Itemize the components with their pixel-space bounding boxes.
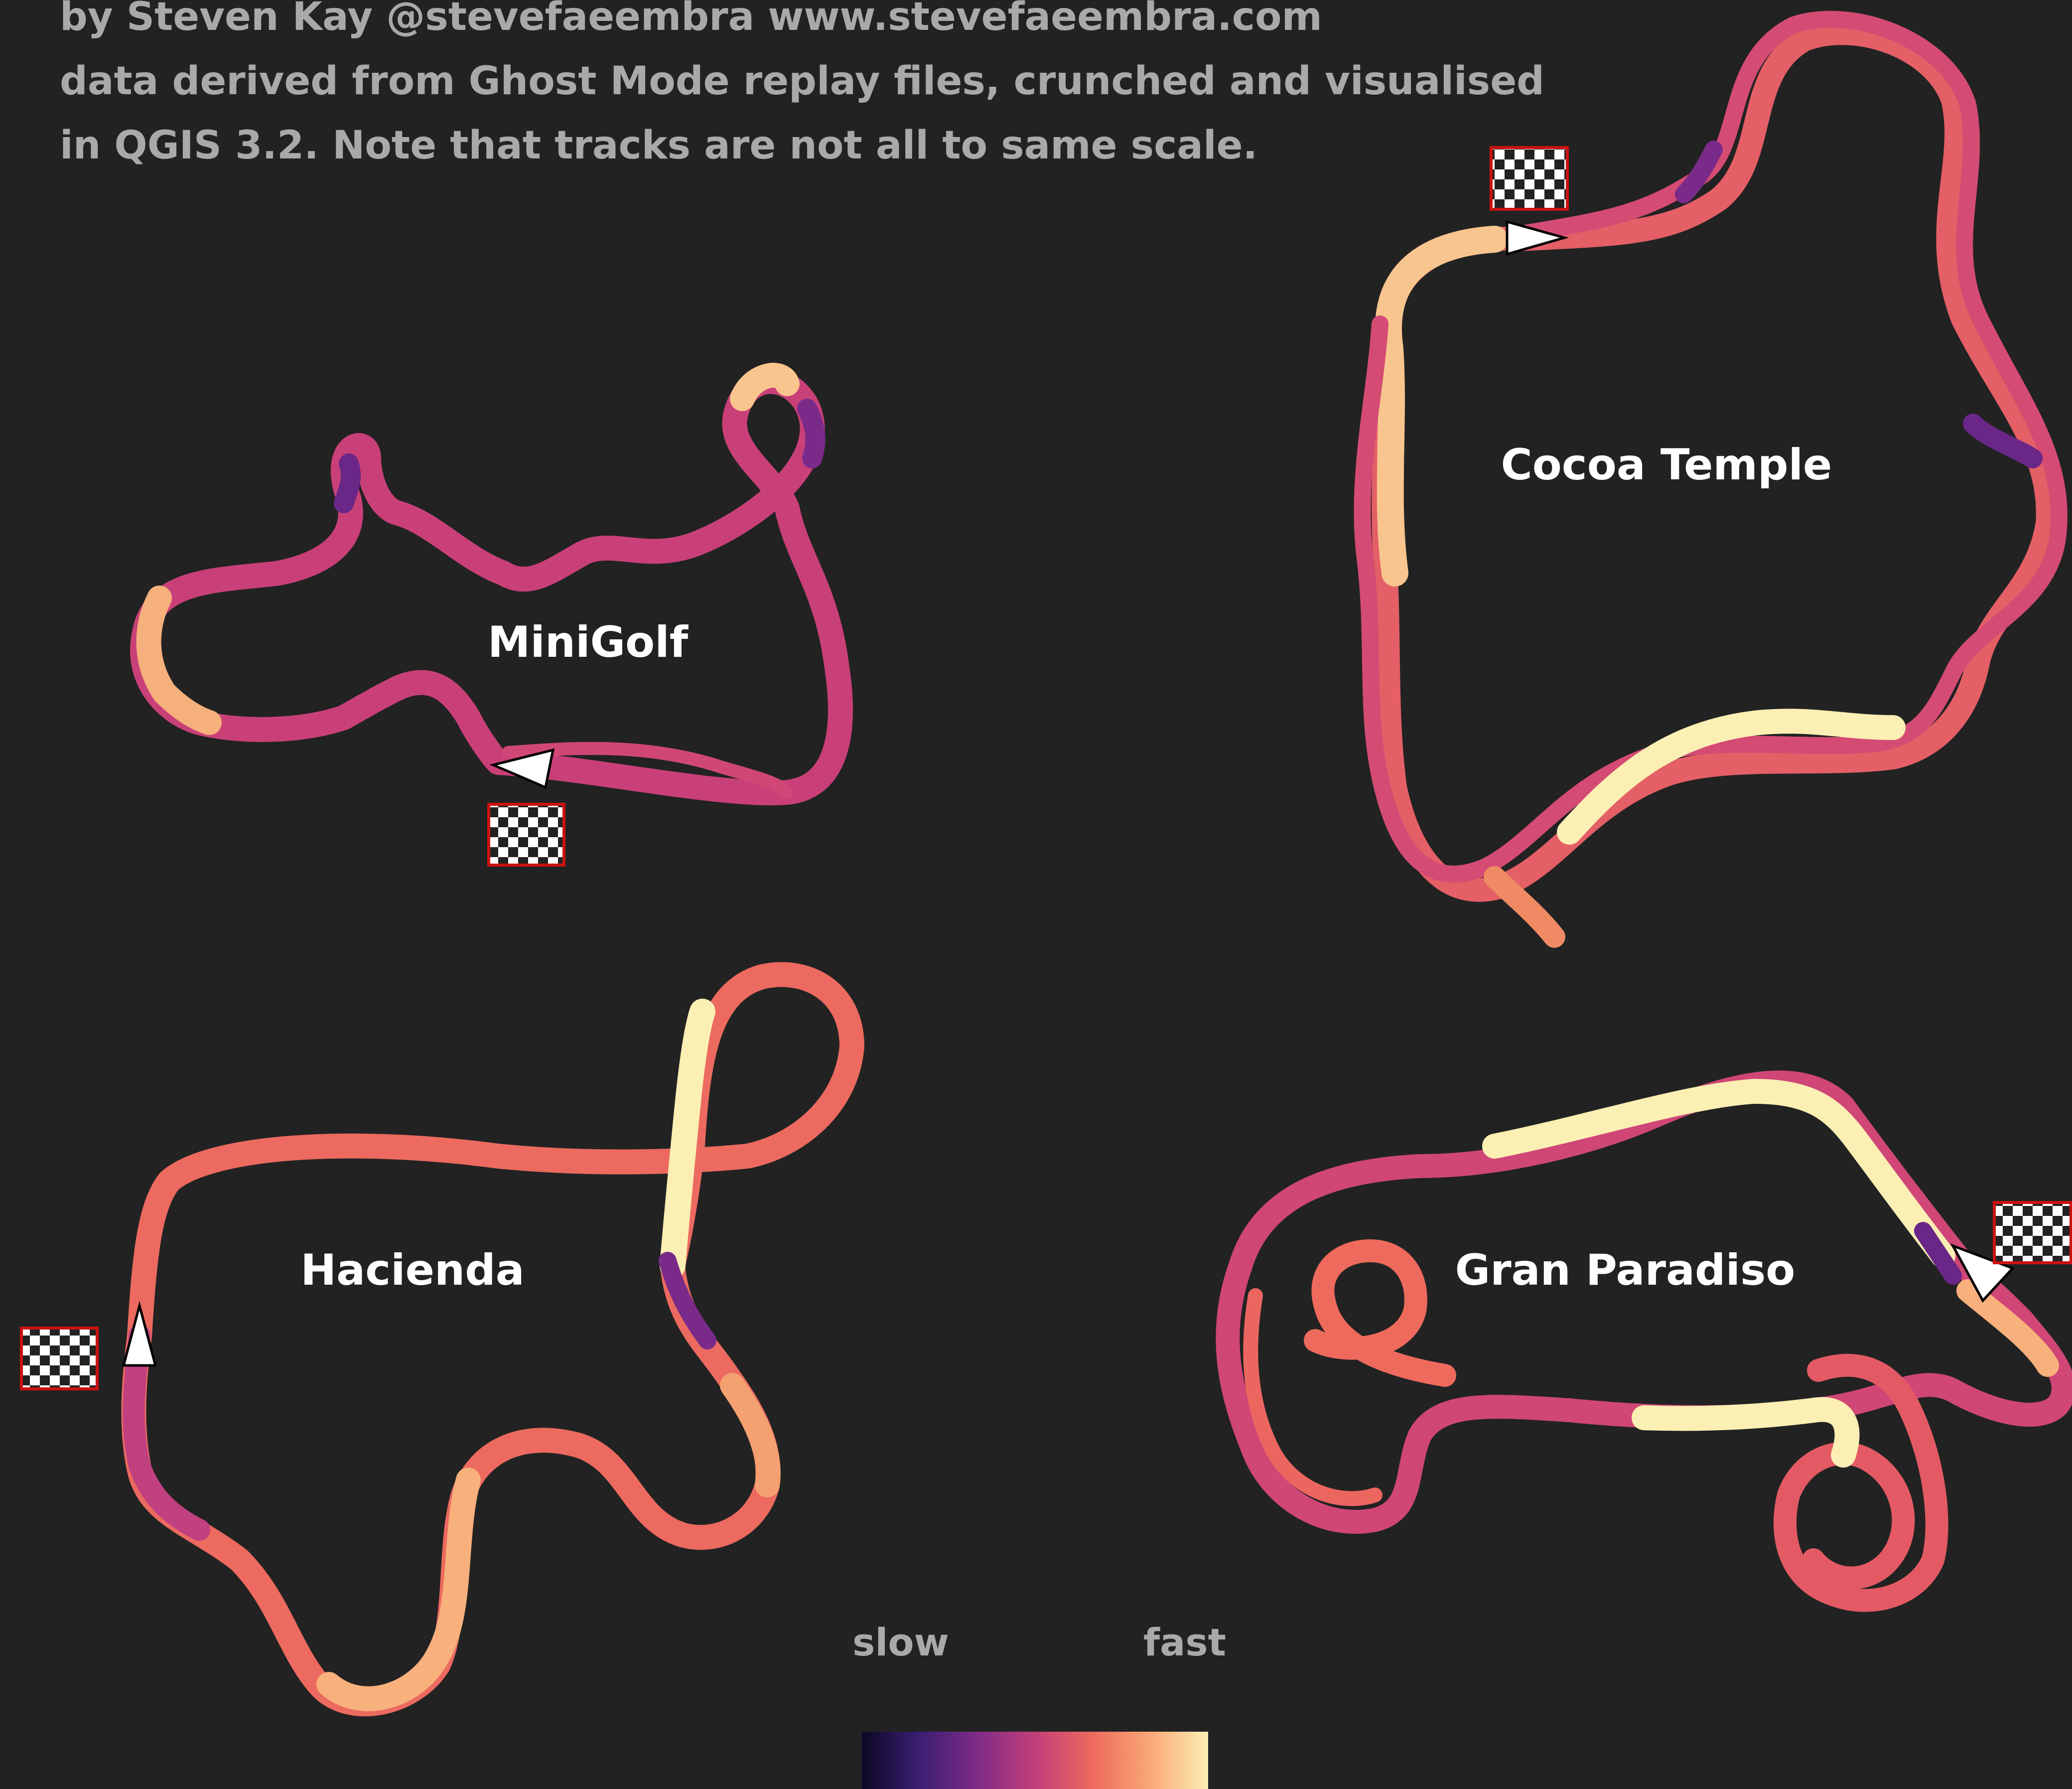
track-cocoa-temple <box>1354 10 2068 948</box>
minigolf-fast-section <box>136 586 222 735</box>
minigolf-label: MiniGolf <box>488 617 689 667</box>
legend-fast-label: fast <box>1143 1620 1226 1664</box>
hacienda-slow-section <box>123 1325 210 1541</box>
minigolf-route <box>130 369 853 806</box>
gran-paradiso-fastest-section-2 <box>1632 1397 1860 1468</box>
cocoa-temple-finish-flag <box>1490 146 1569 211</box>
minigolf-start-arrow <box>489 748 555 789</box>
hacienda-fast-section <box>316 1468 481 1711</box>
gran-paradiso-loop <box>1304 1239 1456 1387</box>
hacienda-fastest-section <box>660 999 715 1279</box>
cocoa-temple-label: Cocoa Temple <box>1501 440 1832 490</box>
gran-paradiso-spiral <box>1773 1353 1948 1612</box>
gran-paradiso-fast-section <box>1956 1279 2059 1377</box>
credit-line-3: in QGIS 3.2. Note that tracks are not al… <box>60 123 1258 168</box>
speed-legend: slow fast <box>852 1620 1226 1789</box>
cocoa-temple-second-lap <box>1354 10 2068 883</box>
gran-paradiso-finish-flag <box>1993 1201 2072 1264</box>
track-minigolf <box>130 363 853 806</box>
minigolf-slow-section <box>334 453 361 513</box>
legend-slow-label: slow <box>852 1620 949 1664</box>
gran-paradiso-label: Gran Paradiso <box>1455 1245 1796 1295</box>
cocoa-temple-fast-section <box>1375 226 1508 587</box>
hacienda-route <box>121 962 864 1717</box>
minigolf-slow-section-2 <box>797 399 826 468</box>
minigolf-finish-flag <box>487 803 565 867</box>
track-hacienda <box>121 962 864 1717</box>
hacienda-fast-section-2 <box>720 1373 781 1497</box>
gran-paradiso-slow-section <box>1914 1222 1962 1285</box>
minigolf-fast-section-2 <box>730 363 800 411</box>
cocoa-temple-slow-section <box>1963 414 2043 468</box>
legend-color-ramp <box>862 1732 1208 1789</box>
cocoa-temple-slow-section-2 <box>1675 141 1723 203</box>
minigolf-second-lap <box>502 742 794 799</box>
gran-paradiso-start-arrow <box>1950 1243 2015 1303</box>
track-gran-paradiso <box>1216 1070 2072 1612</box>
gran-paradiso-second-lap <box>1243 1288 1382 1506</box>
hacienda-start-arrow <box>122 1301 157 1367</box>
gran-paradiso-fastest-section <box>1482 1079 1955 1268</box>
hacienda-finish-flag <box>20 1327 99 1390</box>
hacienda-label: Hacienda <box>300 1245 525 1295</box>
cocoa-temple-fastest-section <box>1557 709 1906 845</box>
credit-line-1: by Steven Kay @stevefaeembra www.stevefa… <box>60 0 1322 39</box>
cocoa-temple-start-arrow <box>1506 220 1569 256</box>
hacienda-slow-section-2 <box>659 1252 716 1349</box>
cocoa-temple-exit <box>1484 866 1565 948</box>
credits-text: by Steven Kay @stevefaeembra www.stevefa… <box>60 0 1544 178</box>
credit-line-2: data derived from Ghost Mode replay file… <box>60 59 1544 104</box>
